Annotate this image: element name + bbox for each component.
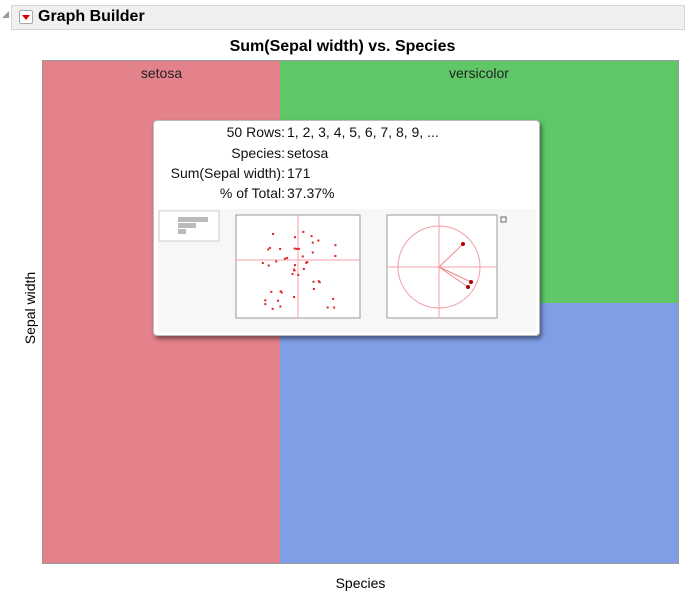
score-point xyxy=(306,261,309,264)
score-point xyxy=(311,241,314,244)
score-point xyxy=(275,260,278,263)
score-point xyxy=(277,299,280,302)
score-point xyxy=(293,296,296,299)
score-point xyxy=(294,264,297,267)
score-point xyxy=(302,230,305,233)
score-point xyxy=(272,233,275,236)
tile-label: setosa xyxy=(140,65,183,81)
score-point xyxy=(279,247,282,250)
score-point xyxy=(302,267,305,270)
tooltip-key: Species: xyxy=(231,145,285,161)
score-point xyxy=(280,291,283,294)
score-point xyxy=(264,303,267,306)
tooltip-value: setosa xyxy=(287,145,329,161)
score-point xyxy=(279,305,282,308)
outline-collapse-icon[interactable] xyxy=(2,11,9,18)
score-point xyxy=(297,273,300,276)
tooltip-key: 50 Rows: xyxy=(226,124,285,140)
score-point xyxy=(312,287,315,290)
tile-virginica[interactable] xyxy=(279,303,678,563)
score-point xyxy=(301,255,304,258)
score-point xyxy=(326,306,329,309)
pca-thumbnail xyxy=(158,209,536,332)
tooltip-value: 1, 2, 3, 4, 5, 6, 7, 8, 9, ... xyxy=(287,124,439,140)
score-point xyxy=(318,281,321,284)
tile-label: versicolor xyxy=(449,65,509,81)
pca-thumbnail-graphic xyxy=(158,210,507,319)
score-point xyxy=(291,273,294,276)
score-point xyxy=(334,254,337,257)
chart-title: Sum(Sepal width) vs. Species xyxy=(229,38,456,55)
score-point xyxy=(334,244,337,247)
tooltip-value: 37.37% xyxy=(287,185,335,201)
score-point xyxy=(268,246,271,249)
score-point xyxy=(271,307,274,310)
score-point xyxy=(317,280,320,283)
score-point xyxy=(310,235,313,238)
score-point xyxy=(312,280,315,283)
score-point xyxy=(311,251,314,254)
tooltip-key: Sum(Sepal width): xyxy=(170,165,285,181)
score-point xyxy=(332,297,335,300)
score-point xyxy=(333,306,336,309)
report-title: Graph Builder xyxy=(38,8,145,25)
score-point xyxy=(293,247,296,250)
tooltip-value: 171 xyxy=(287,165,311,181)
score-point xyxy=(305,261,308,264)
score-point xyxy=(295,247,298,250)
score-point xyxy=(286,257,289,260)
score-point xyxy=(283,257,286,260)
score-point xyxy=(317,239,320,242)
score-point xyxy=(261,261,264,264)
y-axis-label: Sepal width xyxy=(22,271,38,345)
x-axis-label: Species xyxy=(335,575,386,591)
score-point xyxy=(270,290,273,293)
score-point xyxy=(279,290,282,293)
red-triangle-menu-icon[interactable] xyxy=(19,10,33,24)
score-point xyxy=(264,299,267,302)
score-point xyxy=(293,268,296,271)
tooltip-key: % of Total: xyxy=(219,185,285,201)
hover-tooltip: 50 Rows: 1, 2, 3, 4, 5, 6, 7, 8, 9, ... S… xyxy=(153,120,540,336)
score-point xyxy=(297,247,300,250)
score-point xyxy=(267,248,270,251)
score-point xyxy=(267,264,270,267)
graph-builder-header xyxy=(11,5,685,30)
score-point xyxy=(294,236,297,239)
